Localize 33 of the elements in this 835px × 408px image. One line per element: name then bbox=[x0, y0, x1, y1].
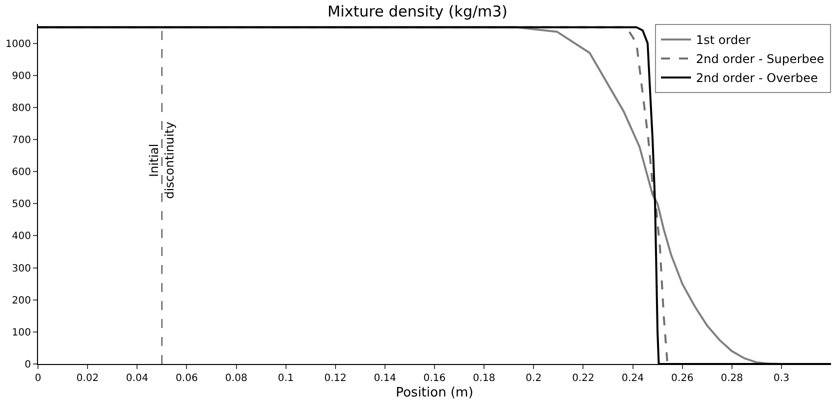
x-tick-label: 0.26 bbox=[671, 373, 694, 384]
x-tick-label: 0.02 bbox=[76, 373, 99, 384]
x-tick-label: 0.04 bbox=[126, 373, 148, 384]
y-tick-label: 1000 bbox=[6, 38, 31, 50]
y-tick-label: 600 bbox=[12, 167, 31, 178]
x-axis-title: Position (m) bbox=[396, 386, 474, 401]
x-tick-label: 0.2 bbox=[526, 373, 542, 384]
chart-title: Mixture density (kg/m3) bbox=[327, 2, 508, 21]
legend-label: 1st order bbox=[696, 33, 750, 48]
x-tick-label: 0.1 bbox=[278, 373, 294, 384]
y-tick-label: 300 bbox=[12, 263, 31, 274]
y-tick-label: 500 bbox=[12, 199, 31, 210]
x-tick-label: 0.28 bbox=[720, 373, 744, 384]
legend-label: 2nd order - Overbee bbox=[696, 71, 818, 86]
y-tick-label: 200 bbox=[12, 295, 31, 306]
y-tick-label: 700 bbox=[12, 134, 31, 146]
x-tick-label: 0.24 bbox=[622, 373, 644, 384]
ref-line-label: Initial discontinuity bbox=[146, 122, 177, 199]
x-tick-label: 0.08 bbox=[225, 373, 248, 384]
y-tick-label: 100 bbox=[12, 327, 31, 338]
x-tick-label: 0 bbox=[34, 373, 42, 384]
y-tick-label: 800 bbox=[12, 102, 31, 114]
x-tick-label: 0.18 bbox=[472, 373, 496, 384]
x-tick-label: 0.06 bbox=[176, 373, 198, 384]
x-tick-label: 0.22 bbox=[572, 373, 594, 384]
legend-label: 2nd order - Superbee bbox=[696, 52, 824, 66]
y-tick-label: 400 bbox=[12, 231, 31, 242]
x-tick-label: 0.16 bbox=[423, 373, 446, 384]
x-tick-label: 0.12 bbox=[324, 373, 347, 384]
y-tick-label: 0 bbox=[24, 360, 31, 370]
x-tick-label: 0.14 bbox=[374, 373, 396, 384]
x-tick-label: 0.3 bbox=[773, 373, 790, 384]
y-tick-label: 900 bbox=[12, 70, 31, 82]
